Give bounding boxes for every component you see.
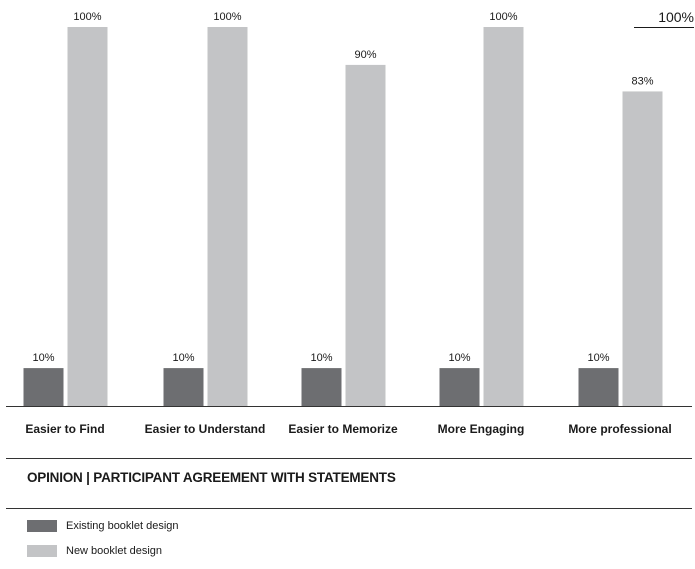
- legend-swatch-existing: [27, 520, 57, 532]
- category-label-2: Easier to Understand: [145, 422, 266, 436]
- legend-item-new: New booklet design: [27, 544, 179, 558]
- reference-label: 100%: [658, 9, 694, 25]
- category-label-5: More professional: [568, 422, 671, 436]
- value-label-existing-3: 10%: [310, 352, 332, 364]
- bar-existing-3: [301, 368, 342, 406]
- category-label-3: Easier to Memorize: [288, 422, 398, 436]
- bar-chart: 10% 100% Easier to Find 10% 100% Easier to Un…: [6, 9, 694, 436]
- value-label-new-3: 90%: [354, 49, 376, 61]
- category-label-1: Easier to Find: [25, 422, 104, 436]
- bar-new-4: [483, 27, 524, 406]
- bar-new-2: [207, 27, 248, 406]
- legend-item-existing: Existing booklet design: [27, 519, 179, 533]
- value-label-new-5: 83%: [631, 75, 653, 87]
- legend-label-new: New booklet design: [66, 545, 163, 557]
- bar-new-1: [67, 27, 108, 406]
- bar-new-5: [622, 91, 663, 407]
- bar-existing-4: [439, 368, 480, 406]
- bar-existing-2: [163, 368, 204, 406]
- chart-divider-bottom: [6, 508, 692, 509]
- value-label-new-1: 100%: [73, 11, 101, 23]
- category-label-4: More Engaging: [438, 422, 525, 436]
- value-label-existing-1: 10%: [32, 352, 54, 364]
- value-label-new-2: 100%: [213, 11, 241, 23]
- legend: Existing booklet design New booklet desi…: [27, 519, 179, 569]
- value-label-existing-5: 10%: [587, 352, 609, 364]
- bar-existing-5: [578, 368, 619, 406]
- legend-label-existing: Existing booklet design: [66, 520, 179, 532]
- legend-swatch-new: [27, 545, 57, 557]
- bar-existing-1: [23, 368, 64, 406]
- value-label-existing-2: 10%: [172, 352, 194, 364]
- bar-new-3: [345, 64, 386, 407]
- value-label-new-4: 100%: [489, 11, 517, 23]
- value-label-existing-4: 10%: [448, 352, 470, 364]
- chart-divider-top: [6, 458, 692, 459]
- chart-title: OPINION | PARTICIPANT AGREEMENT WITH STA…: [27, 470, 396, 485]
